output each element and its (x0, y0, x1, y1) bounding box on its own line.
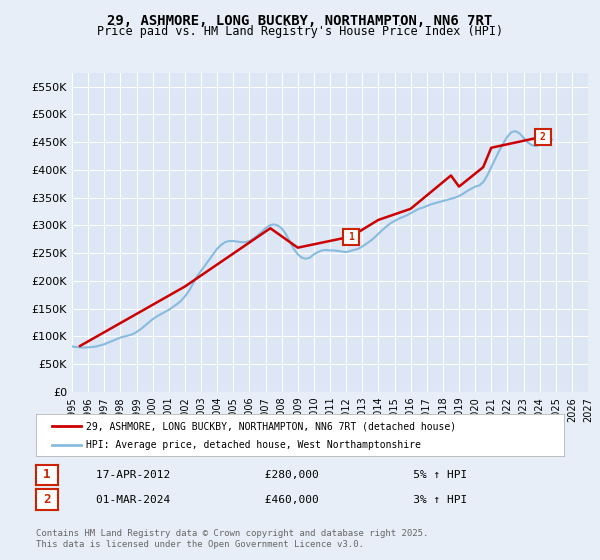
Text: 29, ASHMORE, LONG BUCKBY, NORTHAMPTON, NN6 7RT (detached house): 29, ASHMORE, LONG BUCKBY, NORTHAMPTON, N… (86, 421, 456, 431)
Text: Contains HM Land Registry data © Crown copyright and database right 2025.
This d: Contains HM Land Registry data © Crown c… (36, 529, 428, 549)
Text: Price paid vs. HM Land Registry's House Price Index (HPI): Price paid vs. HM Land Registry's House … (97, 25, 503, 38)
Text: 17-APR-2012              £280,000              5% ↑ HPI: 17-APR-2012 £280,000 5% ↑ HPI (69, 470, 467, 480)
Text: 2: 2 (540, 132, 546, 142)
Text: 01-MAR-2024              £460,000              3% ↑ HPI: 01-MAR-2024 £460,000 3% ↑ HPI (69, 494, 467, 505)
Text: 29, ASHMORE, LONG BUCKBY, NORTHAMPTON, NN6 7RT: 29, ASHMORE, LONG BUCKBY, NORTHAMPTON, N… (107, 14, 493, 28)
Text: 1: 1 (348, 232, 354, 241)
Text: 1: 1 (43, 468, 50, 482)
Text: 2: 2 (43, 493, 50, 506)
Text: HPI: Average price, detached house, West Northamptonshire: HPI: Average price, detached house, West… (86, 440, 421, 450)
